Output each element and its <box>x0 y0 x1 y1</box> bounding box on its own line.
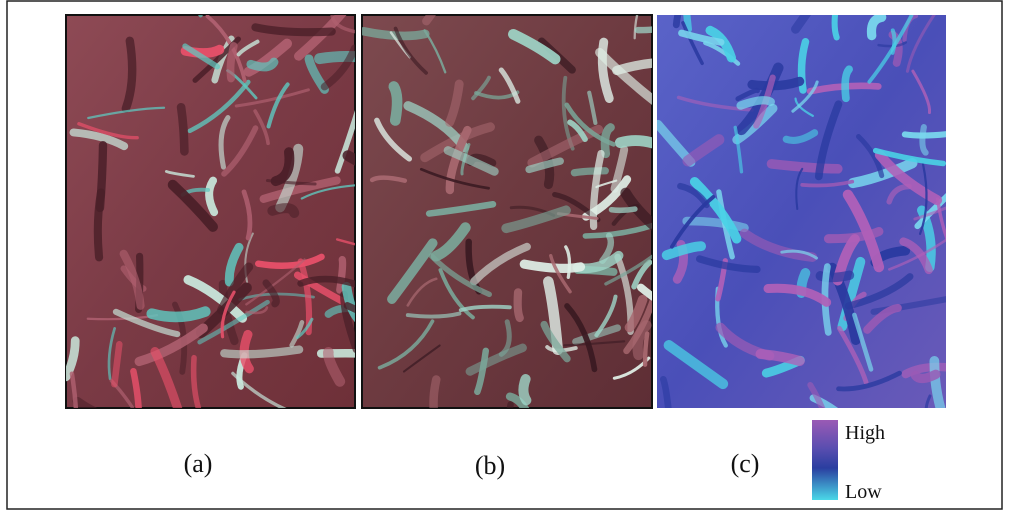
terrain-stroke <box>394 87 397 121</box>
terrain-stroke <box>518 292 520 318</box>
terrain-stroke <box>645 334 647 365</box>
terrain-stroke <box>251 62 274 67</box>
terrain-stroke <box>152 312 206 317</box>
panel-a-label: (a) <box>184 449 213 478</box>
terrain-stroke <box>771 164 837 169</box>
terrain-stroke <box>181 107 184 151</box>
panel-b-label: (b) <box>475 451 505 480</box>
color-bar <box>812 420 838 500</box>
terrain-stroke <box>523 379 526 400</box>
legend-low: Low <box>845 481 882 503</box>
terrain-stroke <box>272 208 294 213</box>
legend-high: High <box>845 422 885 444</box>
terrain-stroke <box>224 350 299 355</box>
terrain-stroke <box>922 127 925 152</box>
terrain-stroke <box>364 31 425 36</box>
terrain-stroke <box>98 192 101 257</box>
panel-c-label: (c) <box>731 449 760 478</box>
terrain-stroke <box>255 27 331 32</box>
terrain-stroke <box>915 374 935 378</box>
terrain-stroke <box>230 46 233 78</box>
figure: (a) (b) (c) High Low <box>0 0 1010 512</box>
terrain-stroke <box>845 69 849 98</box>
terrain-stroke <box>612 209 635 210</box>
